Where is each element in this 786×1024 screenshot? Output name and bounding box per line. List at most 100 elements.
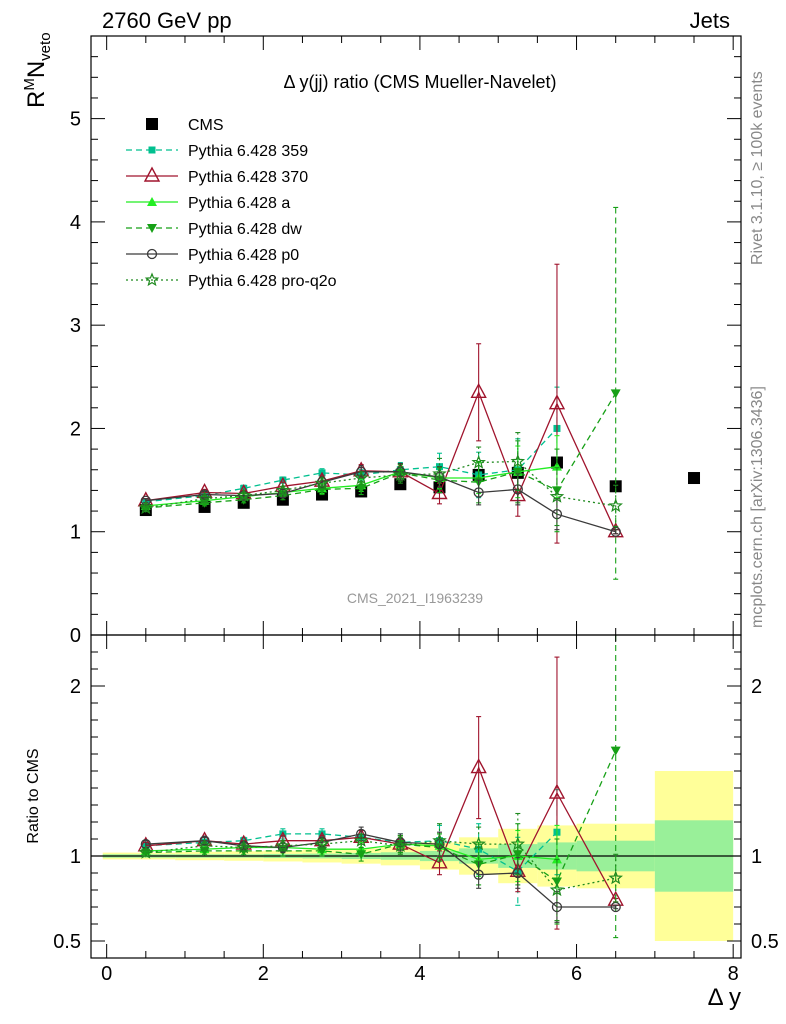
ratio-point [353,833,369,847]
legend-marker [147,197,157,206]
main-point [551,461,562,471]
main-point [688,472,701,485]
ratio-y-tick-label: 2 [70,676,81,698]
ratio-point [356,850,367,860]
ratio-point [473,869,484,880]
main-y-axis-label: RMNveto [21,32,54,108]
main-point [610,526,621,537]
main-point [610,389,621,399]
watermark-label: CMS_2021_I1963239 [347,590,483,606]
legend-marker [147,224,157,233]
main-series-pythia-6-428-pro-q2o [138,432,623,528]
ratio-point [548,783,566,799]
main-point [608,498,623,513]
main-y-tick-label: 4 [70,212,81,234]
main-point [356,466,367,477]
main-series-pythia-6-428-359 [142,386,561,506]
main-line-pythia-6-428-p0 [145,471,616,533]
main-line-pythia-6-428-370 [145,390,617,532]
legend-item-pythia-6-428-dw: Pythia 6.428 dw [126,221,302,238]
side-label-rivet: Rivet 3.1.10, ≥ 100k events [749,71,766,265]
main-point [236,487,251,502]
legend-label: Pythia 6.428 a [188,195,290,212]
main-line-pythia-6-428-359 [145,427,558,503]
ratio-x-tick-label: 0 [101,963,112,985]
ratio-point [393,838,408,852]
legend-item-pythia-6-428-370: Pythia 6.428 370 [126,166,308,186]
legend-label: Pythia 6.428 370 [188,169,308,186]
main-point [512,484,523,495]
ratio-x-tick-label: 8 [728,963,739,985]
ratio-series-pythia-6-428-dw [140,635,621,939]
legend-marker [143,166,161,182]
main-point [394,478,407,491]
ratio-point [431,853,448,869]
ratio-x-tick-label: 4 [414,963,425,985]
main-point [199,489,210,500]
main-point [510,453,526,468]
main-point [138,500,154,515]
ratio-point [277,842,289,853]
ratio-point [551,901,563,913]
ratio-point [356,828,367,840]
main-line-pythia-6-428-dw [145,392,617,509]
ratio-y-tick-label: 0.5 [53,931,81,953]
ratio-y-axis-label: Ratio to CMS [25,748,42,843]
main-y-tick-label: 5 [70,109,81,131]
legend-marker [146,118,158,130]
main-point [279,476,287,484]
ratio-x-axis-label: Δ y [708,984,741,1011]
ratio-point [314,836,330,851]
ratio-panel-frame [90,634,742,959]
legend-label: Pythia 6.428 dw [188,221,302,238]
header-energy-label: 2760 GeV pp [102,8,232,33]
main-point [434,471,445,483]
main-point [548,394,566,410]
ratio-line-pythia-6-428-dw [145,750,617,883]
ratio-series-pythia-6-428-370 [137,656,624,930]
main-y-axis-label-sup: M [21,78,38,91]
header-process-label: Jets [690,8,730,33]
ratio-point [470,758,487,774]
ratio-line-pythia-6-428-359 [145,831,558,873]
main-point [431,484,448,500]
legend-label: Pythia 6.428 p0 [188,247,299,264]
legend-item-pythia-6-428-p0: Pythia 6.428 p0 [126,247,299,264]
ratio-y-tick-label: 1 [70,846,81,868]
legend-item-pythia-6-428-pro-q2o: Pythia 6.428 pro-q2o [126,272,337,290]
main-point [470,382,487,399]
ratio-point [197,838,212,852]
main-y-tick-label: 0 [70,625,81,647]
ratio-line-pythia-6-428-p0 [145,833,616,908]
main-point [471,454,486,469]
main-y-tick-label: 2 [70,418,81,440]
ratio-point [199,835,210,846]
legend-item-pythia-6-428-a: Pythia 6.428 a [126,195,290,212]
legend-label: Pythia 6.428 pro-q2o [188,273,337,290]
main-point [473,487,484,498]
ratio-point [140,838,151,850]
legend: CMS Pythia 6.428 359 Pythia 6.428 370 Pythi… [126,117,337,290]
main-point [275,482,291,497]
legend-label: Pythia 6.428 359 [188,143,308,160]
main-point [353,470,369,485]
main-point [314,475,330,490]
main-panel: 0 1 2 3 4 5 Δ y(jj) ratio (CMS Mueller-Navele… [21,32,742,647]
main-point [140,495,151,506]
ratio-point [610,901,621,913]
ratio-line-pythia-6-428-370 [145,765,617,901]
legend-item-pythia-6-428-359: Pythia 6.428 359 [126,143,308,160]
side-label-mcplots: mcplots.cern.ch [arXiv:1306.3436] [749,386,766,628]
ratio-point [610,746,621,756]
ratio-point [510,836,526,851]
ratio-point [608,870,623,885]
main-y-tick-label: 1 [70,522,81,544]
ratio-y-tick-label-right: 1 [751,846,762,868]
legend-item-cms: CMS [146,117,224,134]
ratio-point [432,833,447,847]
ratio-x-tick-label: 6 [571,963,582,985]
ratio-series-pythia-6-428-pro-q2o [138,812,623,922]
main-y-axis-label-n: N [23,61,50,78]
ratio-panel: 0.5 0.5 1 1 2 2 0 2 4 6 8 Ratio to CMS Δ y [25,634,779,1011]
